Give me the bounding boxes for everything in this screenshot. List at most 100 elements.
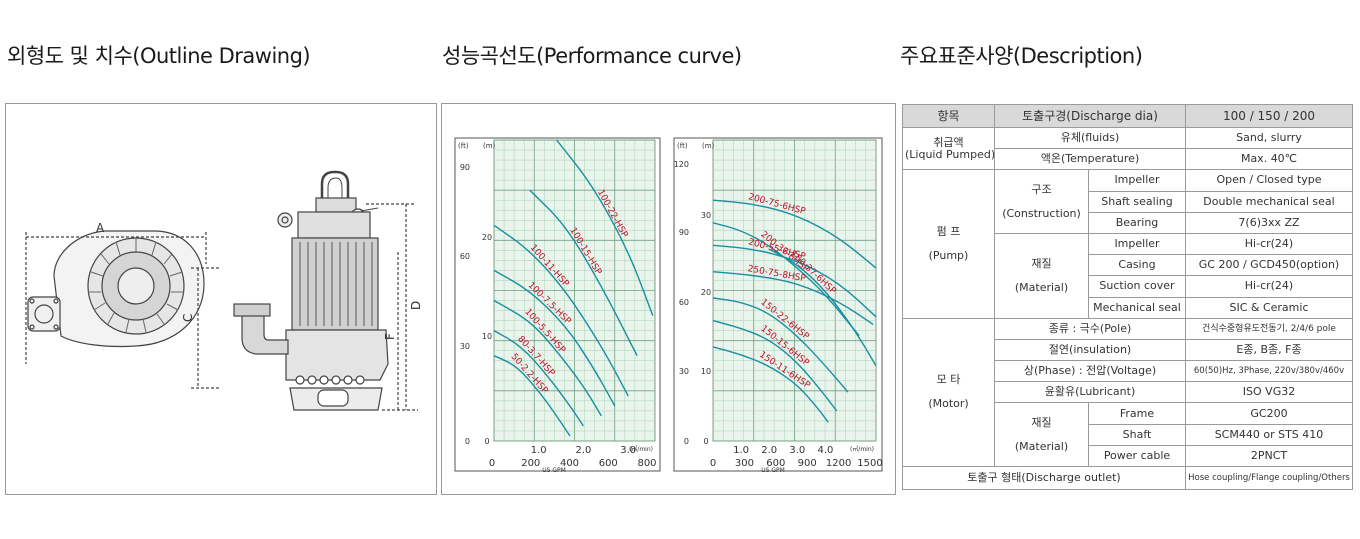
y-ft-tick-label: 90	[460, 163, 470, 172]
x-m3-tick-label: 2.0	[575, 445, 591, 456]
spec-value: SCM440 or STS 410	[1185, 423, 1353, 446]
x-gpm-unit: US GPM	[761, 467, 785, 474]
pump-group: 펌 프 (Pump)	[902, 169, 995, 319]
pump-material-label: 재질	[1031, 256, 1052, 270]
series-line	[712, 244, 877, 318]
y-ft-tick-label: 60	[460, 252, 470, 261]
spec-row: Shaft sealing Double mechanical seal	[903, 190, 1353, 213]
y-ft-tick-label: 60	[679, 298, 689, 307]
pump-label: 펌 프	[936, 225, 961, 239]
spec-item: Casing	[1088, 254, 1186, 277]
pump-material-group: 재질 (Material)	[994, 232, 1089, 319]
dim-label-d: D	[409, 301, 423, 310]
spec-row: 모 타 (Motor) 종류 : 극수(Pole) 건식수중형유도전동기, 2/4…	[902, 317, 1353, 468]
y-m-tick-label: 0	[703, 437, 708, 446]
liquid-label: 취급액	[933, 135, 964, 149]
motor-material-group: 재질 (Material)	[994, 402, 1089, 467]
x-gpm-tick-label: 0	[489, 458, 495, 469]
outline-drawing-panel: A C D F	[5, 103, 437, 495]
description-title: 주요표준사양(Description)	[900, 44, 1143, 68]
chart2-frame	[673, 137, 883, 472]
spec-item: Mechanical seal	[1088, 296, 1186, 319]
dim-label-f: F	[383, 333, 397, 340]
pump-material-label-en: (Material)	[1014, 280, 1069, 294]
spec-value: SIC & Ceramic	[1185, 296, 1353, 319]
spec-value: 7(6)3xx ZZ	[1185, 211, 1353, 234]
spec-item: Frame	[1088, 402, 1186, 425]
construction-label-en: (Construction)	[1002, 206, 1081, 220]
motor-group: 모 타 (Motor)	[902, 317, 995, 468]
spec-item: Power cable	[1088, 444, 1186, 468]
spec-item: 유체(fluids)	[994, 126, 1186, 150]
pump-label-en: (Pump)	[928, 249, 969, 263]
x-gpm-tick-label: 200	[521, 458, 540, 469]
series-line	[493, 329, 584, 427]
y-m-tick-label: 20	[701, 288, 711, 297]
spec-value: E종, B종, F종	[1185, 338, 1353, 362]
spec-value: Hi-cr(24)	[1185, 275, 1353, 298]
x-m3-tick-label: 1.0	[733, 445, 749, 456]
header-item: 항목	[902, 104, 995, 128]
outline-drawing: A C D F	[25, 170, 423, 411]
spec-value: Open / Closed type	[1185, 169, 1353, 192]
x-gpm-tick-label: 1200	[826, 458, 851, 469]
motor-label: 모 타	[936, 373, 961, 387]
spec-row: Casing GC 200 / GCD450(option)	[903, 254, 1353, 277]
spec-value: GC 200 / GCD450(option)	[1185, 254, 1353, 277]
series-line	[493, 355, 571, 437]
spec-item: Bearing	[1088, 211, 1186, 234]
liquid-group: 취급액 (Liquid Pumped)	[902, 126, 995, 171]
axis-unit-ft: (ft)	[458, 142, 469, 150]
x-m3-tick-label: 3.0	[789, 445, 805, 456]
x-m3-tick-label: 4.0	[817, 445, 833, 456]
y-ft-tick-label: 90	[679, 228, 689, 237]
spec-value: Hi-cr(24)	[1185, 232, 1353, 256]
spec-row: 재질 (Material) Impeller Hi-cr(24)	[903, 232, 1353, 319]
dim-label-c: C	[181, 314, 195, 322]
motor-label-en: (Motor)	[928, 397, 969, 411]
spec-item: Suction cover	[1088, 275, 1186, 298]
series-line	[493, 224, 629, 397]
series-line	[712, 271, 874, 325]
series-line	[712, 297, 849, 393]
x-m3-unit: (㎥/min)	[629, 445, 653, 453]
spec-value: 건식수중형유도전동기, 2/4/6 pole	[1185, 317, 1353, 340]
series-line	[712, 199, 877, 269]
construction-label: 구조	[1031, 182, 1052, 196]
y-m-tick-label: 10	[482, 332, 492, 341]
spec-row: Power cable 2PNCT	[903, 444, 1353, 468]
spec-item: Impeller	[1088, 232, 1186, 256]
y-ft-tick-label: 30	[460, 342, 470, 351]
y-ft-tick-label: 0	[465, 437, 470, 446]
axis-unit-m: (m)	[483, 142, 496, 150]
x-gpm-tick-label: 400	[560, 458, 579, 469]
x-gpm-unit: US GPM	[542, 467, 566, 474]
spec-row: 윤활유(Lubricant) ISO VG32	[903, 381, 1353, 404]
series-line	[529, 189, 638, 357]
x-gpm-tick-label: 600	[599, 458, 618, 469]
spec-value: GC200	[1185, 402, 1353, 425]
series-line	[712, 222, 860, 337]
axis-unit-m: (m)	[702, 142, 715, 150]
spec-value: Sand, slurry	[1185, 126, 1353, 150]
header-size: 100 / 150 / 200	[1185, 104, 1353, 128]
spec-item: Impeller	[1088, 169, 1186, 192]
y-m-tick-label: 20	[482, 233, 492, 242]
spec-value: Double mechanical seal	[1185, 190, 1353, 213]
y-ft-tick-label: 120	[674, 160, 689, 169]
spec-table: 항목 토출구경(Discharge dia) 100 / 150 / 200 취…	[902, 104, 1353, 490]
spec-item: Shaft sealing	[1088, 190, 1186, 213]
spec-item: 종류 : 극수(Pole)	[994, 317, 1186, 340]
series-line	[712, 319, 838, 412]
series-line	[493, 269, 616, 407]
y-ft-tick-label: 30	[679, 367, 689, 376]
performance-panel: (ft) (m) 90 60 30 0 20 10 0 1.0 2.0 3.0 (㎥/min) 0 200 4…	[441, 103, 896, 495]
x-gpm-tick-label: 0	[710, 458, 716, 469]
performance-title: 성능곡선도(Performance curve)	[442, 44, 742, 68]
spec-row: 액온(Temperature) Max. 40℃	[903, 148, 1353, 171]
motor-material-label: 재질	[1031, 415, 1052, 429]
motor-material-label-en: (Material)	[1014, 439, 1069, 453]
x-gpm-tick-label: 600	[766, 458, 785, 469]
series-line	[556, 139, 654, 316]
